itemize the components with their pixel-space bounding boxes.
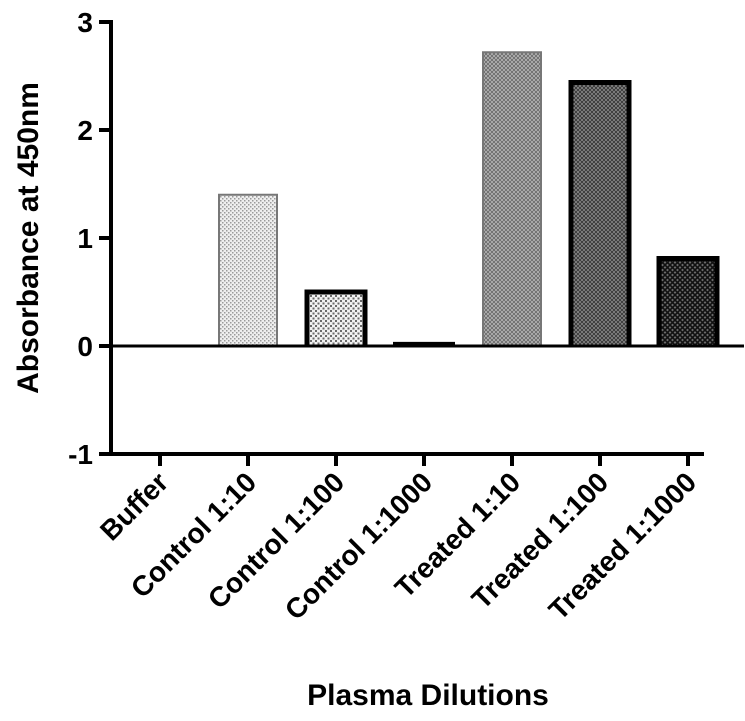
bar-7 — [659, 258, 717, 346]
bar-outline-7 — [656, 256, 720, 346]
y-tick-label: 0 — [77, 331, 93, 362]
x-axis-title: Plasma Dilutions — [307, 679, 549, 712]
bar-outline-3 — [304, 289, 368, 346]
y-tick-label: 3 — [77, 7, 93, 38]
bars-group — [218, 51, 720, 347]
x-tick-label: Treated 1:1000 — [543, 466, 703, 626]
y-tick-label: 2 — [77, 115, 93, 146]
bar-3 — [307, 292, 365, 346]
bar-5 — [483, 52, 541, 347]
bar-outline-5 — [482, 51, 542, 346]
bar-outline-2 — [218, 193, 278, 346]
y-tick-label: 1 — [77, 223, 93, 254]
bar-2 — [219, 194, 277, 346]
y-tick-label: -1 — [68, 439, 93, 470]
y-axis-ticks: -1 0 1 2 3 — [68, 7, 111, 470]
y-axis-title: Absorbance at 450nm — [12, 82, 45, 394]
bar-6 — [571, 82, 629, 346]
bar-outline-6 — [568, 79, 632, 346]
axes-group — [109, 20, 744, 456]
x-tick-label: Buffer — [94, 466, 174, 546]
x-tick-label: Control 1:1000 — [279, 466, 438, 625]
